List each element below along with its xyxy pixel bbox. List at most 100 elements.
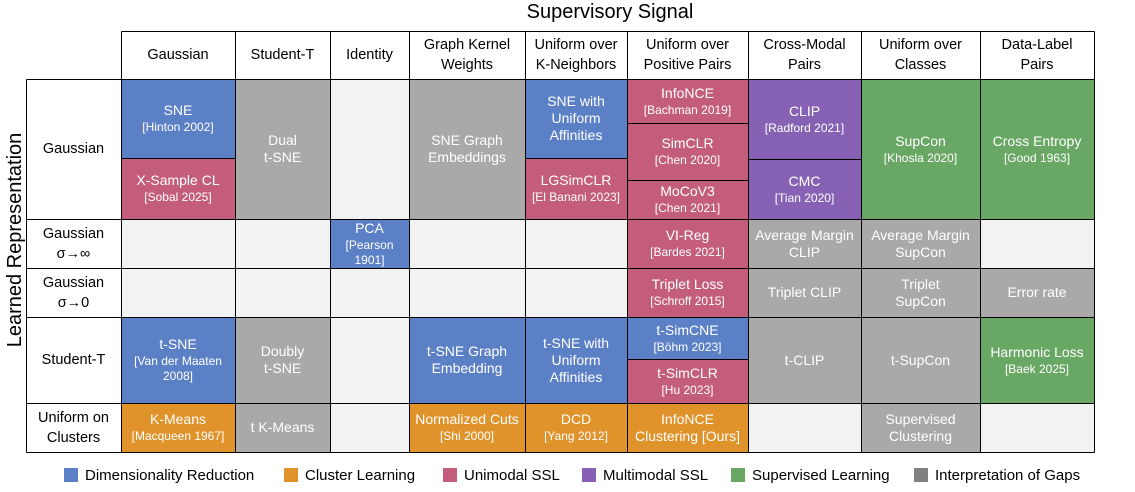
method-cell: X-Sample CL [Sobal 2025] [121, 158, 235, 219]
legend-label: Multimodal SSL [603, 466, 709, 484]
empty-cell [525, 268, 627, 317]
method-name: Triplet Loss [651, 276, 724, 292]
method-citation: [Böhm 2023] [653, 339, 722, 354]
method-citation: [Hinton 2002] [142, 120, 214, 134]
method-cell: CLIP [Radford 2021] [748, 79, 861, 159]
row-header-label: Uniform on [38, 409, 109, 426]
column-header-label: K-Neighbors [535, 57, 617, 73]
method-name: DCD [560, 411, 592, 427]
method-name: Dual t-SNE [263, 132, 302, 165]
column-header: Uniform over K-Neighbors [525, 31, 627, 79]
method-name: Triplet SupCon [895, 275, 946, 309]
method-cell: t-SimCNE [Böhm 2023] [627, 317, 748, 359]
column-header-label: Cross-Modal [763, 37, 846, 53]
method-cell: t-CLIP [748, 317, 861, 403]
empty-cell [980, 403, 1094, 452]
column-header-label: Uniform over [534, 37, 618, 53]
empty-cell [330, 403, 409, 452]
method-citation: [Sobal 2025] [144, 190, 212, 204]
method-citation: [Tian 2020] [774, 190, 835, 205]
legend-label: Unimodal SSL [464, 466, 560, 484]
column-header-label: Graph Kernel [423, 37, 511, 53]
method-name: t-SimCNE [656, 321, 719, 338]
method-cell: Cross Entropy [Good 1963] [980, 79, 1094, 219]
method-cell: PCA [Pearson 1901] [330, 219, 409, 268]
method-name: SNE with Uniform Affinities [547, 93, 605, 143]
method-citation: [Pearson 1901] [345, 237, 394, 267]
method-name: Normalized Cuts [415, 411, 519, 427]
empty-cell [330, 268, 409, 317]
method-cell: t-SNE Graph Embedding [409, 317, 525, 403]
empty-cell [980, 219, 1094, 268]
method-cell: t-SimCLR [Hu 2023] [627, 359, 748, 403]
method-cell: t-SNE with Uniform Affinities [525, 317, 627, 403]
method-cell: Triplet Loss [Schroff 2015] [627, 268, 748, 317]
method-cell: Doubly t-SNE [235, 317, 330, 403]
column-header: Gaussian [121, 31, 235, 79]
legend-swatch [582, 468, 596, 482]
method-name: InfoNCE Clustering [Ours] [634, 410, 741, 444]
column-header-label: Positive Pairs [643, 57, 732, 73]
method-cell: LGSimCLR [El Banani 2023] [525, 158, 627, 219]
method-name: t K-Means [250, 419, 315, 435]
method-citation: [Hu 2023] [661, 382, 714, 397]
column-header-label: Weights [440, 57, 494, 73]
method-cell: K-Means [Macqueen 1967] [121, 403, 235, 452]
column-header-label: Student-T [250, 47, 315, 63]
column-header-label: Identity [346, 47, 393, 63]
row-header: Gaussian σ→∞ [26, 219, 121, 268]
method-citation: [Baek 2025] [1004, 361, 1070, 376]
legend-label: Cluster Learning [305, 466, 416, 484]
empty-cell [409, 219, 525, 268]
method-cell: t K-Means [235, 403, 330, 452]
method-name: t-SimCLR [657, 364, 718, 381]
method-name: SNE Graph Embeddings [428, 132, 506, 165]
method-citation: [Khosla 2020] [883, 150, 958, 165]
method-cell: InfoNCE Clustering [Ours] [627, 403, 748, 452]
method-cell: CMC [Tian 2020] [748, 159, 861, 219]
legend-swatch [731, 468, 745, 482]
method-citation: [Chen 2021] [654, 201, 721, 215]
method-name: t-SNE with Uniform Affinities [542, 334, 610, 385]
legend-item: Dimensionality Reduction [64, 465, 254, 485]
method-cell: InfoNCE [Bachman 2019] [627, 79, 748, 123]
method-name: VI-Reg [665, 227, 710, 243]
column-header-label: Uniform over [879, 37, 962, 53]
method-citation: [Macqueen 1967] [131, 429, 225, 443]
legend-item: Unimodal SSL [443, 465, 560, 485]
row-header: Uniform on Clusters [26, 403, 121, 452]
method-name: SupCon [895, 132, 946, 149]
method-cell: SupCon [Khosla 2020] [861, 79, 980, 219]
row-header: Student-T [26, 317, 121, 403]
column-header-label: Pairs [787, 57, 822, 73]
method-cell: Triplet CLIP [748, 268, 861, 317]
row-header-label: Gaussian [42, 274, 105, 291]
method-name: Harmonic Loss [990, 343, 1084, 360]
figure-title: Supervisory Signal [526, 1, 694, 23]
method-name: MoCoV3 [660, 183, 715, 199]
column-header: Uniform over Classes [861, 31, 980, 79]
column-header: Student-T [235, 31, 330, 79]
method-name: SNE [163, 102, 193, 118]
row-header: Gaussian σ→0 [26, 268, 121, 317]
column-header: Uniform over Positive Pairs [627, 31, 748, 79]
method-cell: t-SupCon [861, 317, 980, 403]
method-cell: Normalized Cuts [Shi 2000] [409, 403, 525, 452]
legend-swatch [284, 468, 298, 482]
empty-cell [409, 268, 525, 317]
method-name: SimCLR [661, 135, 714, 151]
method-name: Cross Entropy [992, 132, 1082, 149]
method-cell: SimCLR [Chen 2020] [627, 123, 748, 180]
column-header: Graph Kernel Weights [409, 31, 525, 79]
row-header-label: Student-T [41, 352, 106, 368]
method-name: LGSimCLR [540, 172, 612, 188]
method-cell: Error rate [980, 268, 1094, 317]
method-citation: [Schroff 2015] [650, 294, 725, 308]
empty-cell [748, 403, 861, 452]
legend-item: Interpretation of Gaps [914, 465, 1080, 485]
column-header: Data-Label Pairs [980, 31, 1094, 79]
method-citation: [Van der Maaten 2008] [134, 354, 222, 383]
method-name: InfoNCE [661, 84, 714, 101]
method-cell: Triplet SupCon [861, 268, 980, 317]
